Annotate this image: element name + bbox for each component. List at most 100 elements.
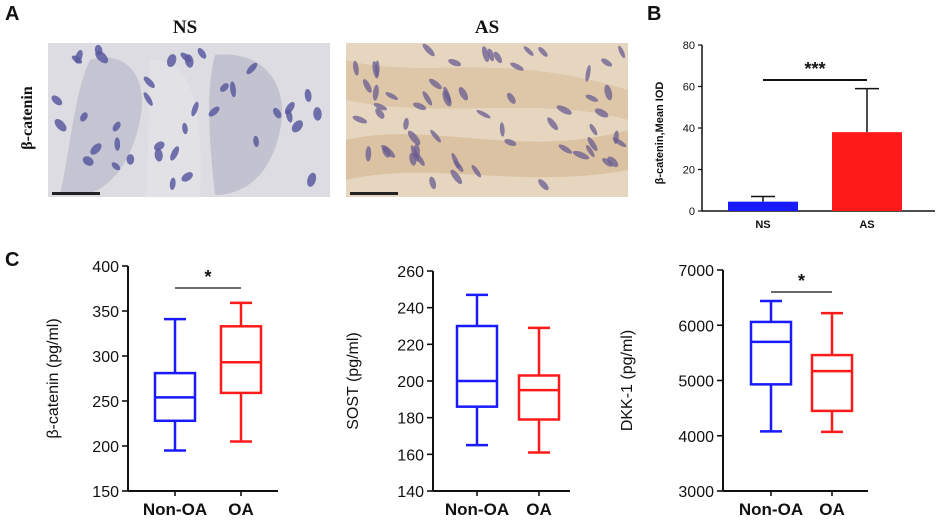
nucleus (451, 152, 460, 169)
panel-a: β-catenin NS AS (19, 17, 628, 197)
nucleus (507, 92, 516, 104)
nucleus (413, 102, 427, 111)
nucleus (82, 156, 94, 166)
row-label: β-catenin (19, 86, 36, 150)
nucleus (230, 81, 237, 98)
chart-c3: 3000 4000 5000 6000 7000 DKK-1 (pg/ml) Non-OA O… (619, 263, 868, 519)
nucleus (618, 45, 626, 59)
nucleus (54, 118, 67, 132)
box-non-oa (455, 324, 499, 408)
nucleus (428, 78, 442, 90)
nucleus (362, 79, 372, 93)
nucleus (422, 43, 435, 57)
nucleus (112, 121, 121, 132)
bar-as (832, 132, 902, 211)
nucleus (547, 117, 559, 131)
y-tick-label: 6000 (678, 318, 714, 335)
x-tick-label: AS (859, 219, 874, 231)
nucleus (458, 87, 469, 101)
nucleus (585, 94, 599, 102)
y-tick-label: 80 (683, 40, 695, 52)
nucleus (166, 54, 177, 68)
nucleus (51, 95, 63, 106)
nucleus (448, 59, 462, 67)
x-tick-label: OA (819, 500, 845, 519)
micrograph-as (346, 43, 628, 197)
box-non-oa (749, 320, 793, 386)
nucleus (373, 103, 387, 111)
nucleus (126, 154, 135, 165)
nucleus (143, 76, 155, 88)
nuclei-ns (51, 44, 322, 191)
x-tick-label: Non-OA (739, 500, 803, 519)
nucleus (180, 52, 192, 62)
nucleus (556, 105, 572, 115)
nucleus (585, 64, 591, 82)
nuclei-as (352, 43, 627, 191)
y-tick-label: 300 (92, 349, 119, 366)
nucleus (442, 90, 452, 107)
nucleus (181, 172, 193, 182)
y-tick-label: 60 (683, 82, 695, 94)
panel-label-c: C (5, 249, 19, 271)
nucleus (604, 84, 613, 101)
y-tick-label: 200 (92, 439, 119, 456)
nucleus (558, 144, 573, 154)
nucleus (246, 62, 258, 75)
nucleus (409, 152, 417, 166)
nucleus (182, 122, 188, 135)
nucleus (587, 137, 598, 152)
x-tick-label: Non-OA (445, 500, 509, 519)
y-tick-label: 0 (689, 206, 695, 218)
nucleus (365, 146, 372, 162)
image-label-as: AS (475, 17, 499, 38)
x-tick-label: OA (526, 500, 552, 519)
nucleus (385, 92, 398, 100)
nucleus (381, 144, 396, 158)
nucleus (429, 176, 437, 190)
y-tick-label: 400 (92, 259, 119, 276)
y-tick-label: 40 (683, 123, 695, 135)
nucleus (585, 144, 595, 158)
nucleus (154, 141, 165, 151)
nucleus (352, 115, 368, 124)
nucleus (538, 179, 549, 191)
nucleus (403, 117, 409, 130)
nucleus (111, 162, 121, 171)
y-tick-label: 240 (397, 301, 424, 318)
y-tick-label: 350 (92, 304, 119, 321)
nucleus (589, 123, 598, 136)
box-oa (219, 325, 263, 395)
y-tick-label: 180 (397, 411, 424, 428)
x-tick-label: Non-OA (143, 500, 207, 519)
chart-c1: 150 200 250 300 350 400 β-catenin (pg/ml) Non-O… (45, 259, 278, 519)
nucleus (613, 130, 619, 144)
y-axis-label: β-catenin (pg/ml) (45, 318, 62, 438)
nucleus (208, 106, 220, 117)
micrograph-ns (48, 43, 330, 197)
nucleus (284, 101, 295, 115)
nucleus (90, 143, 102, 155)
significance-star: * (204, 267, 211, 287)
panel-label-a: A (5, 3, 19, 25)
nucleus (191, 101, 199, 117)
nucleus (481, 46, 490, 62)
nucleus (353, 60, 359, 76)
y-axis-label: SOST (pg/ml) (345, 332, 362, 430)
image-label-ns: NS (173, 17, 197, 38)
nucleus (594, 108, 609, 118)
significance-star: * (798, 271, 805, 291)
y-tick-label: 4000 (678, 429, 714, 446)
nucleus (538, 46, 548, 57)
nucleus (487, 48, 495, 62)
nucleus (476, 110, 491, 119)
nucleus (291, 120, 304, 133)
nucleus (504, 139, 517, 147)
nucleus (80, 112, 88, 122)
nucleus (407, 130, 421, 146)
nucleus (197, 48, 207, 59)
chart-c2: 140 160 180 200 220 240 260 SOST (pg/ml) Non-OA O… (345, 264, 570, 519)
nucleus (602, 157, 613, 167)
nucleus (169, 177, 176, 191)
nucleus (304, 89, 312, 102)
